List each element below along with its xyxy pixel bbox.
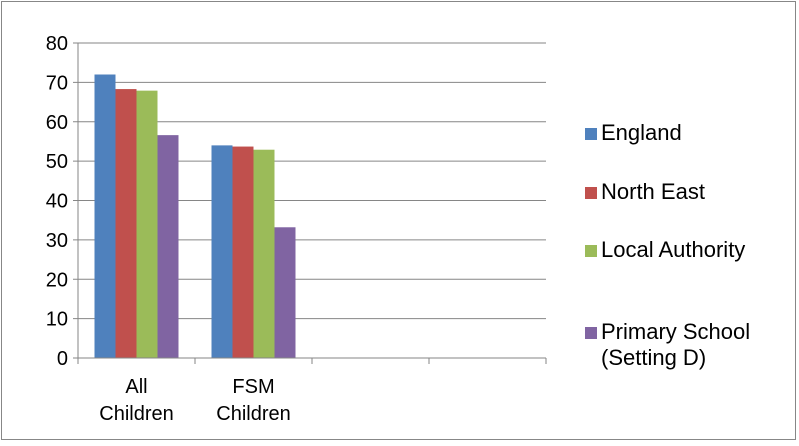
- bar: [94, 74, 116, 358]
- legend-item: North East: [585, 179, 705, 205]
- legend: England North East Local Authority Primary …: [585, 2, 795, 442]
- bar: [274, 227, 296, 358]
- bar: [115, 89, 137, 358]
- legend-swatch: [585, 128, 597, 140]
- bar: [232, 146, 254, 358]
- y-tick-label: 0: [57, 348, 68, 370]
- x-tick-label: FSM: [232, 376, 274, 398]
- y-tick-label: 60: [46, 112, 68, 134]
- y-tick-label: 20: [46, 269, 68, 291]
- y-tick-label: 70: [46, 72, 68, 94]
- legend-item: England: [585, 120, 682, 146]
- x-tick-label: All: [125, 376, 147, 398]
- legend-label: North East: [601, 179, 705, 204]
- y-tick-label: 50: [46, 151, 68, 173]
- bar: [211, 145, 233, 358]
- y-tick-label: 30: [46, 230, 68, 252]
- y-tick-label: 10: [46, 309, 68, 331]
- y-tick-label: 40: [46, 191, 68, 213]
- legend-swatch: [585, 245, 597, 257]
- bar-chart: 0 10 20 30 40 50 60 70 80 All Children FSM Children: [46, 33, 547, 425]
- legend-item: Local Authority: [585, 237, 745, 263]
- y-tick-label: 80: [46, 33, 68, 55]
- legend-label: England: [601, 120, 682, 145]
- legend-item: Primary School (Setting D): [585, 319, 750, 371]
- bar: [157, 135, 179, 358]
- x-tick-label: Children: [99, 403, 173, 425]
- chart-frame: 0 10 20 30 40 50 60 70 80 All Children FSM Children …: [1, 1, 796, 440]
- legend-swatch: [585, 187, 597, 199]
- legend-label: Local Authority: [601, 237, 746, 262]
- bar: [136, 90, 158, 359]
- bar: [253, 149, 275, 358]
- x-tick-label: Children: [216, 403, 290, 425]
- legend-label: Primary School (Setting D): [601, 319, 751, 370]
- legend-swatch: [585, 327, 597, 339]
